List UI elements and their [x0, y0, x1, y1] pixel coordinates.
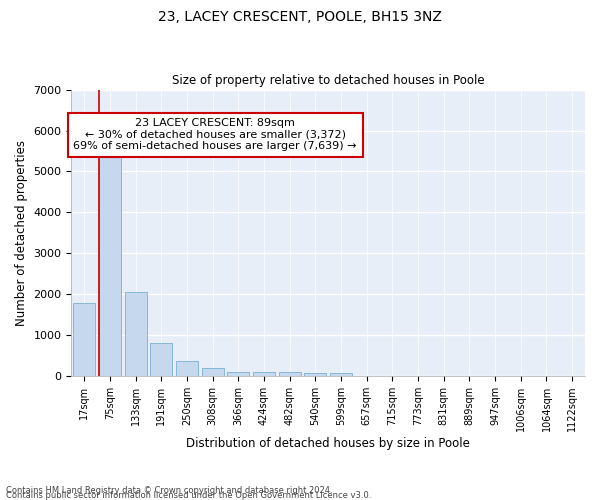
- Text: Contains HM Land Registry data © Crown copyright and database right 2024.: Contains HM Land Registry data © Crown c…: [6, 486, 332, 495]
- Y-axis label: Number of detached properties: Number of detached properties: [15, 140, 28, 326]
- Bar: [176, 362, 198, 376]
- Bar: [330, 374, 352, 376]
- Bar: [227, 372, 249, 376]
- Bar: [73, 304, 95, 376]
- X-axis label: Distribution of detached houses by size in Poole: Distribution of detached houses by size …: [186, 437, 470, 450]
- Text: 23, LACEY CRESCENT, POOLE, BH15 3NZ: 23, LACEY CRESCENT, POOLE, BH15 3NZ: [158, 10, 442, 24]
- Title: Size of property relative to detached houses in Poole: Size of property relative to detached ho…: [172, 74, 485, 87]
- Bar: [304, 374, 326, 376]
- Bar: [151, 342, 172, 376]
- Bar: [99, 140, 121, 376]
- Bar: [253, 372, 275, 376]
- Bar: [202, 368, 224, 376]
- Bar: [125, 292, 146, 376]
- Text: 23 LACEY CRESCENT: 89sqm
← 30% of detached houses are smaller (3,372)
69% of sem: 23 LACEY CRESCENT: 89sqm ← 30% of detach…: [73, 118, 357, 152]
- Text: Contains public sector information licensed under the Open Government Licence v3: Contains public sector information licen…: [6, 490, 371, 500]
- Bar: [279, 372, 301, 376]
